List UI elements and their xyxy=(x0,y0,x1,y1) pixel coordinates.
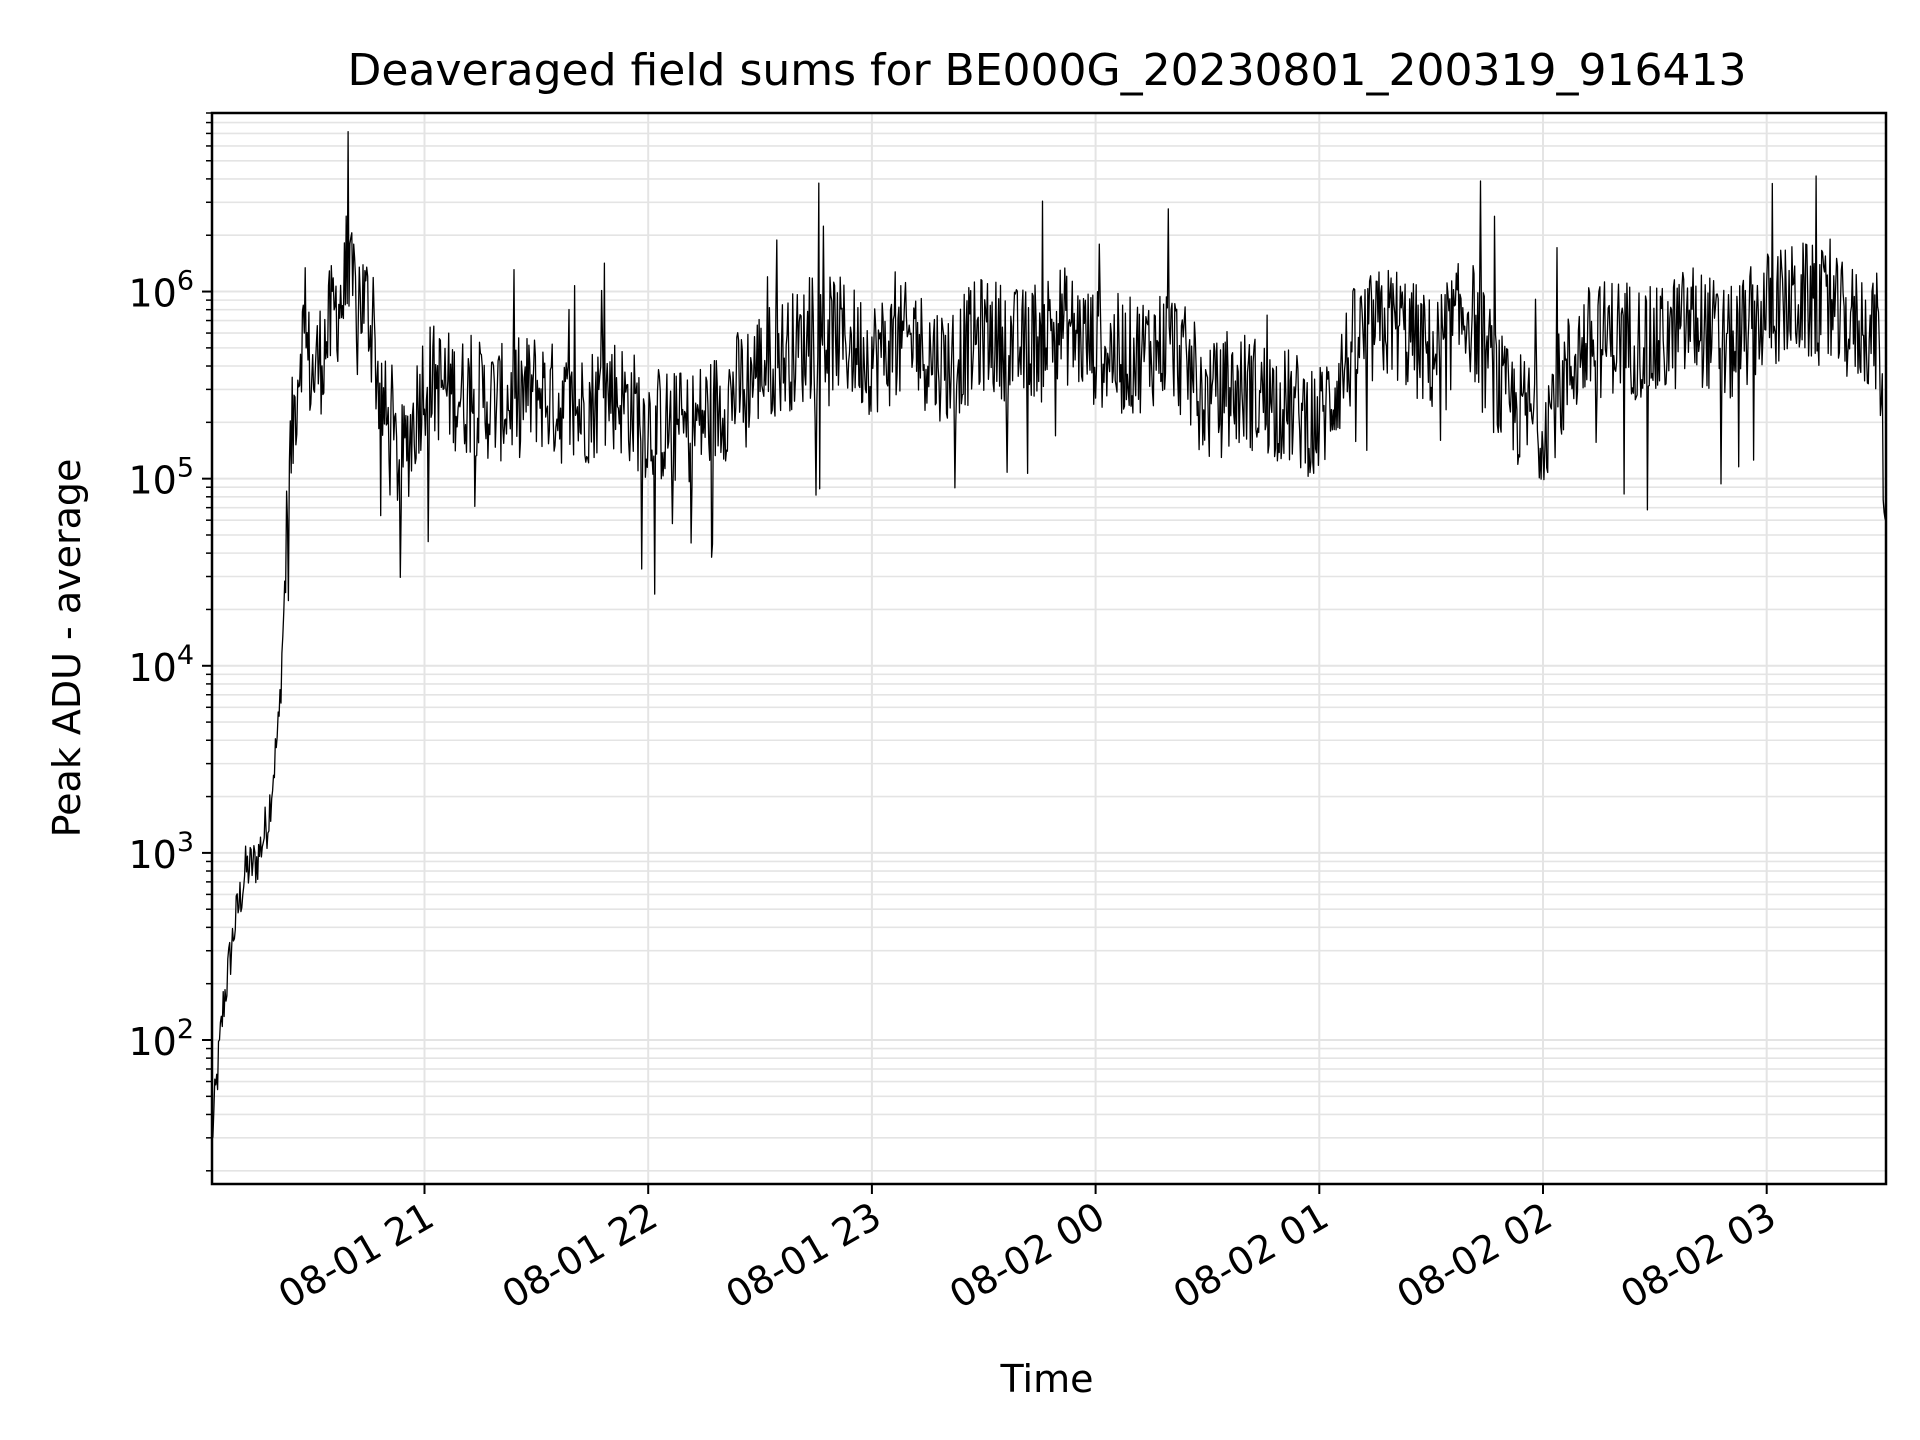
chart-title: Deaveraged field sums for BE000G_2023080… xyxy=(348,45,1747,96)
y-tick-base: 10 xyxy=(128,272,176,316)
y-tick-exponent: 6 xyxy=(177,266,194,297)
series-line xyxy=(211,131,1887,1138)
plot-frame xyxy=(210,111,1888,1186)
x-tick-label: 08-02 01 xyxy=(1166,1194,1336,1318)
y-tick-label: 105 xyxy=(128,453,194,503)
y-tick-exponent: 2 xyxy=(177,1014,194,1045)
y-axis-label: Peak ADU - average xyxy=(45,459,89,838)
y-tick-label: 106 xyxy=(128,266,194,316)
x-tick-label: 08-01 21 xyxy=(271,1194,441,1318)
x-tick-label: 08-02 00 xyxy=(942,1194,1112,1318)
grid-layer xyxy=(212,112,1886,1184)
y-tick-label: 103 xyxy=(128,827,194,877)
y-tick-label: 102 xyxy=(128,1014,194,1064)
x-tick-label: 08-02 03 xyxy=(1613,1194,1783,1318)
y-tick-exponent: 3 xyxy=(177,827,194,858)
x-axis-label: Time xyxy=(1000,1357,1094,1401)
y-tick-base: 10 xyxy=(128,459,176,503)
y-tick-label: 104 xyxy=(128,640,194,690)
line-layer xyxy=(211,131,1887,1138)
y-tick-base: 10 xyxy=(128,833,176,877)
x-tick-label: 08-02 02 xyxy=(1390,1194,1560,1318)
y-tick-exponent: 4 xyxy=(177,640,194,671)
x-tick-label: 08-01 22 xyxy=(495,1194,665,1318)
y-tick-base: 10 xyxy=(128,646,176,690)
x-axis: 08-01 21 08-01 22 08-01 23 08-02 00 08-02 01… xyxy=(271,1184,1783,1317)
y-tick-base: 10 xyxy=(128,1020,176,1064)
y-tick-exponent: 5 xyxy=(177,453,194,484)
x-tick-label: 08-01 23 xyxy=(718,1194,888,1318)
